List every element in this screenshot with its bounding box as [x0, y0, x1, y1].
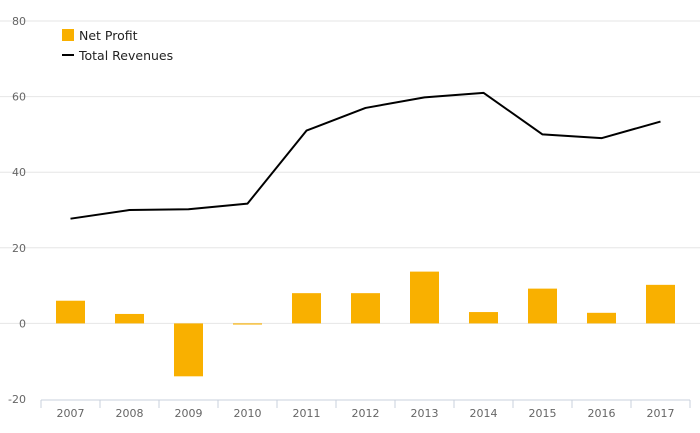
line-total-revenues — [70, 91, 661, 220]
grid — [0, 20, 700, 324]
bar-net-profit-2017 — [646, 284, 675, 324]
x-tick-label-2010: 2010 — [234, 407, 262, 420]
x-tick-label-2012: 2012 — [352, 407, 380, 420]
x-tick-label-2008: 2008 — [116, 407, 144, 420]
bar-net-profit-2013 — [410, 271, 439, 324]
bar-net-profit-2010 — [233, 323, 262, 325]
bar-net-profit-2008 — [115, 313, 144, 324]
y-tick-label-80: 80 — [12, 15, 26, 28]
x-tick-label-2017: 2017 — [647, 407, 675, 420]
bar-net-profit-2015 — [528, 288, 557, 324]
x-tick-label-2009: 2009 — [175, 407, 203, 420]
bar-net-profit-2012 — [351, 293, 380, 324]
x-tick-label-2016: 2016 — [588, 407, 616, 420]
legend-label-total-revenues: Total Revenues — [78, 48, 173, 63]
y-tick-label-60: 60 — [12, 91, 26, 104]
y-tick-label-20: 20 — [12, 242, 26, 255]
x-tick-label-2013: 2013 — [411, 407, 439, 420]
y-tick-label-0: 0 — [19, 317, 26, 330]
bar-net-profit-2016 — [587, 312, 616, 324]
bar-net-profit-2014 — [469, 312, 498, 324]
net-profit-bars — [56, 271, 675, 377]
x-tick-label-2011: 2011 — [293, 407, 321, 420]
bar-net-profit-2011 — [292, 293, 321, 324]
x-tick-label-2007: 2007 — [57, 407, 85, 420]
x-tick-label-2014: 2014 — [470, 407, 498, 420]
bar-net-profit-2009 — [174, 323, 203, 377]
total-revenues-line-layer — [70, 91, 661, 220]
bar-net-profit-2007 — [56, 300, 85, 324]
y-tick-label-40: 40 — [12, 166, 26, 179]
legend-label-net-profit: Net Profit — [79, 28, 138, 43]
axes: 80 60 40 20 0 -20 2007 2008 2009 2010 2011 2012 2013… — [8, 15, 691, 420]
y-tick-label--20: -20 — [8, 393, 26, 406]
legend-swatch-net-profit — [62, 29, 74, 41]
legend: Net Profit Total Revenues — [62, 28, 173, 63]
x-tick-label-2015: 2015 — [529, 407, 557, 420]
